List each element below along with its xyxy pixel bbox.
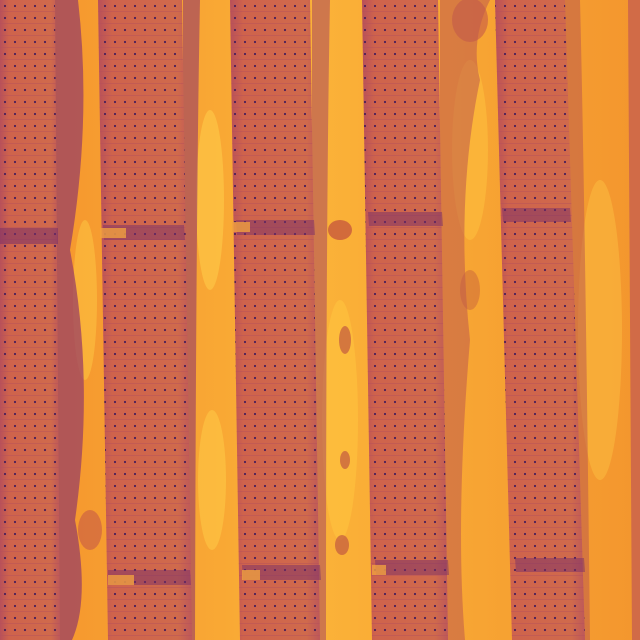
panel-row-1 [0, 0, 60, 640]
panel-row-6-edge [628, 0, 640, 640]
panel-row-3 [230, 0, 321, 640]
panel-row-2 [98, 0, 192, 640]
panel-row-5 [495, 0, 585, 640]
panel-row-4 [362, 0, 449, 640]
section-gaps [100, 222, 386, 585]
